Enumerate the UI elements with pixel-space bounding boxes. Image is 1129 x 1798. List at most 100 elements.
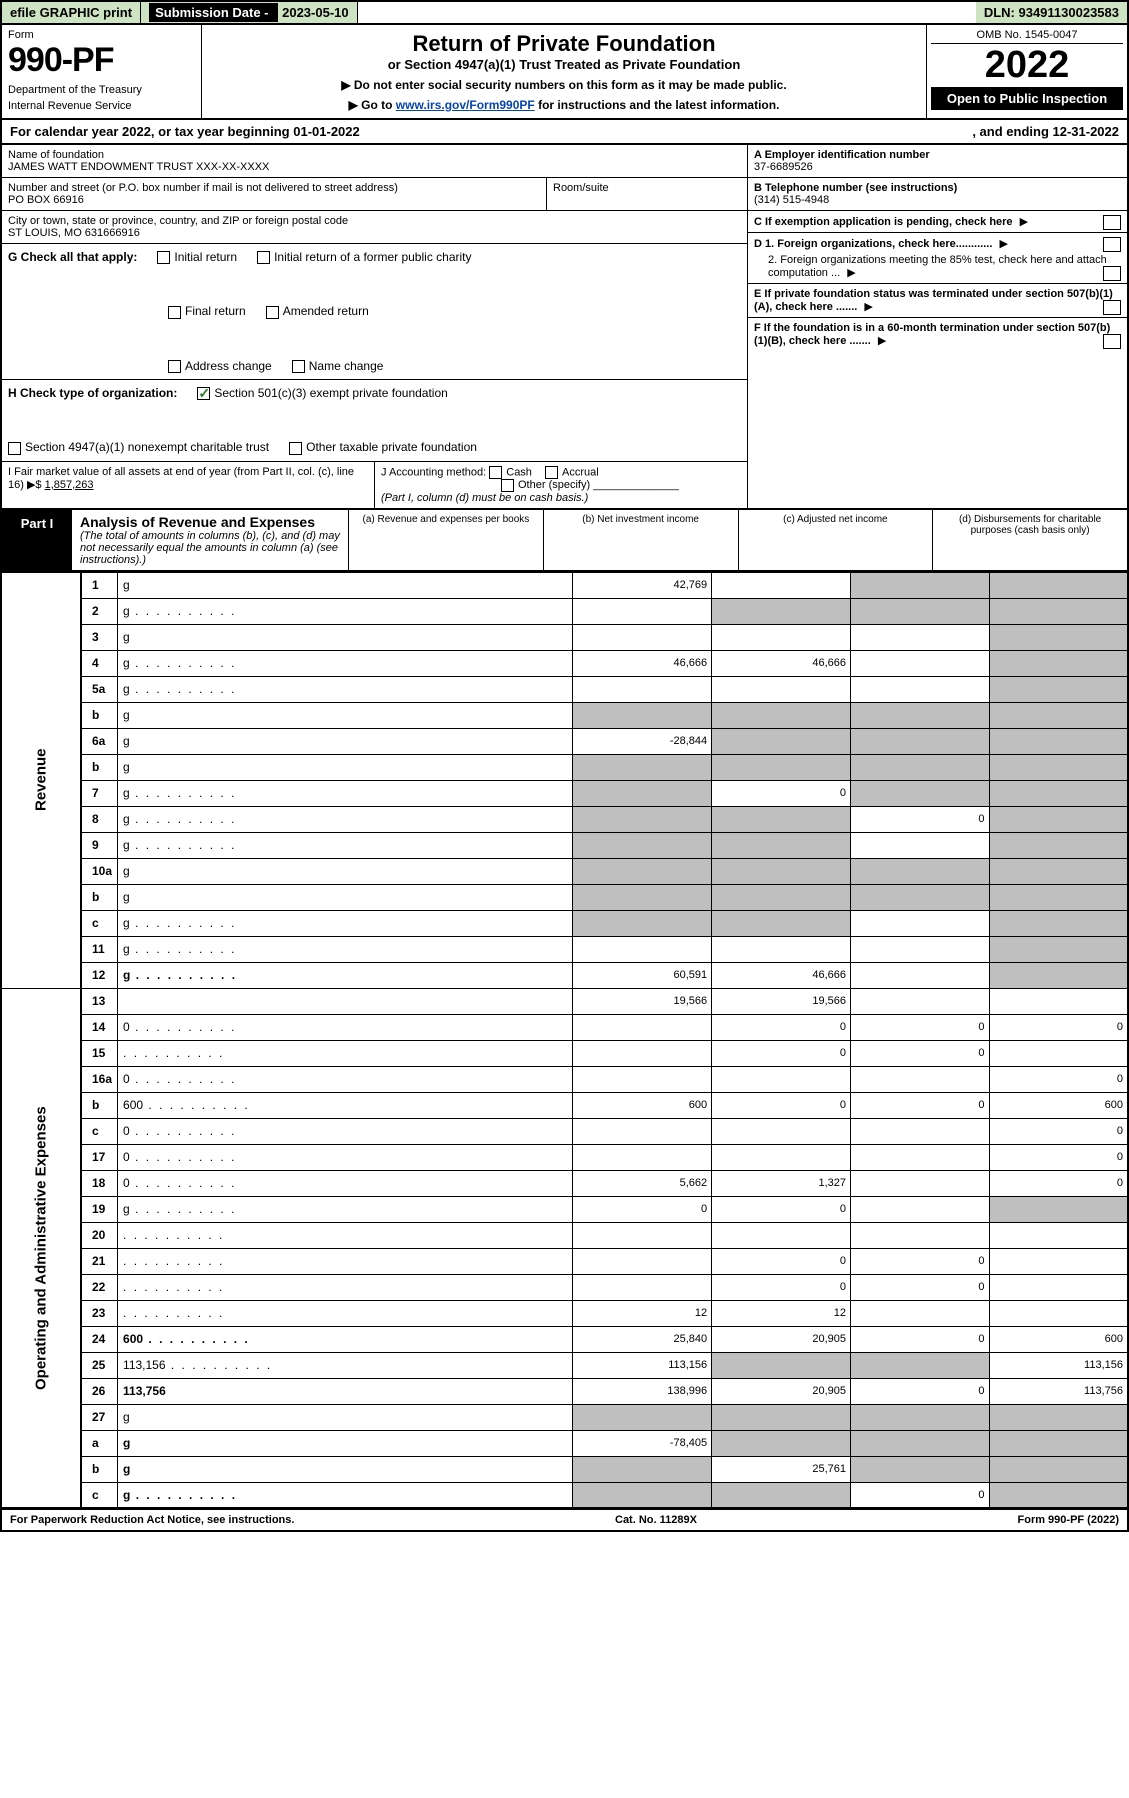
cell-col-b — [712, 832, 851, 858]
cell-col-d — [989, 910, 1128, 936]
cell-col-a — [573, 1274, 712, 1300]
room-block: Room/suite — [547, 178, 747, 210]
cell-col-c: 0 — [851, 1378, 990, 1404]
line-description: 113,756 — [118, 1378, 573, 1404]
e-checkbox[interactable] — [1103, 300, 1121, 315]
ein-block: A Employer identification number 37-6689… — [748, 145, 1127, 178]
c-checkbox[interactable] — [1103, 215, 1121, 230]
cell-col-a: 46,666 — [573, 650, 712, 676]
cell-col-c — [851, 1456, 990, 1482]
line-description: 0 — [118, 1118, 573, 1144]
line-number: 20 — [81, 1222, 118, 1248]
cell-col-b — [712, 1066, 851, 1092]
cell-col-d — [989, 858, 1128, 884]
cell-col-c — [851, 1352, 990, 1378]
line-description: g — [118, 884, 573, 910]
line-description — [118, 1222, 573, 1248]
line-description: g — [118, 962, 573, 988]
table-row: 8g0 — [1, 806, 1128, 832]
g-check-row: G Check all that apply: Initial return I… — [2, 244, 747, 380]
f-checkbox[interactable] — [1103, 334, 1121, 349]
line-description: g — [118, 572, 573, 598]
cell-col-c — [851, 728, 990, 754]
cell-col-a — [573, 1040, 712, 1066]
table-row: 20 — [1, 1222, 1128, 1248]
table-row: 2460025,84020,9050600 — [1, 1326, 1128, 1352]
form-label: Form — [8, 29, 195, 41]
table-row: Operating and Administrative Expenses131… — [1, 988, 1128, 1014]
line-description: g — [118, 1404, 573, 1430]
foundation-name-block: Name of foundation JAMES WATT ENDOWMENT … — [2, 145, 747, 178]
address-change-checkbox[interactable] — [168, 360, 181, 373]
efile-print-label[interactable]: efile GRAPHIC print — [2, 2, 141, 23]
cell-col-c — [851, 858, 990, 884]
cell-col-a — [573, 1248, 712, 1274]
d1-checkbox[interactable] — [1103, 237, 1121, 252]
line-number: 8 — [81, 806, 118, 832]
line-description: 600 — [118, 1092, 573, 1118]
amended-return-checkbox[interactable] — [266, 306, 279, 319]
cell-col-b: 0 — [712, 1248, 851, 1274]
initial-public-checkbox[interactable] — [257, 251, 270, 264]
cell-col-d — [989, 676, 1128, 702]
501c3-checkbox[interactable] — [197, 387, 210, 400]
final-return-checkbox[interactable] — [168, 306, 181, 319]
accrual-checkbox[interactable] — [545, 466, 558, 479]
cell-col-d — [989, 624, 1128, 650]
cell-col-c — [851, 1300, 990, 1326]
cell-col-a: 60,591 — [573, 962, 712, 988]
cell-col-c: 0 — [851, 1040, 990, 1066]
cell-col-c: 0 — [851, 1326, 990, 1352]
table-row: 16a00 — [1, 1066, 1128, 1092]
submission-date-label: Submission Date - — [149, 3, 278, 22]
part1-desc: Analysis of Revenue and Expenses (The to… — [72, 510, 349, 570]
table-row: 2g — [1, 598, 1128, 624]
cell-col-d — [989, 1430, 1128, 1456]
cell-col-a — [573, 598, 712, 624]
cell-col-b — [712, 1222, 851, 1248]
4947-checkbox[interactable] — [8, 442, 21, 455]
line-description: 0 — [118, 1014, 573, 1040]
cell-col-d — [989, 1274, 1128, 1300]
cell-col-d — [989, 1404, 1128, 1430]
page-footer: For Paperwork Reduction Act Notice, see … — [0, 1509, 1129, 1532]
cell-col-a: 42,769 — [573, 572, 712, 598]
top-bar: efile GRAPHIC print Submission Date - 20… — [0, 0, 1129, 25]
table-row: cg — [1, 910, 1128, 936]
other-method-checkbox[interactable] — [501, 479, 514, 492]
line-description: g — [118, 1482, 573, 1508]
line-number: 7 — [81, 780, 118, 806]
cell-col-c — [851, 702, 990, 728]
cell-col-d — [989, 1300, 1128, 1326]
cell-col-a: 0 — [573, 1196, 712, 1222]
line-number: 25 — [81, 1352, 118, 1378]
part1-table: Revenue1g42,7692g3g4g46,66646,6665agbg6a… — [0, 572, 1129, 1510]
g-label: G Check all that apply: — [8, 250, 137, 264]
cell-col-b — [712, 1404, 851, 1430]
other-taxable-checkbox[interactable] — [289, 442, 302, 455]
line-number: 10a — [81, 858, 118, 884]
form-header: Form 990-PF Department of the Treasury I… — [0, 25, 1129, 120]
cash-checkbox[interactable] — [489, 466, 502, 479]
form990pf-link[interactable]: www.irs.gov/Form990PF — [396, 98, 535, 112]
cell-col-d — [989, 1248, 1128, 1274]
info-right-column: A Employer identification number 37-6689… — [747, 145, 1127, 508]
initial-return-checkbox[interactable] — [157, 251, 170, 264]
cell-col-b — [712, 858, 851, 884]
line-description: g — [118, 624, 573, 650]
d2-checkbox[interactable] — [1103, 266, 1121, 281]
cell-col-b — [712, 572, 851, 598]
cell-col-b: 0 — [712, 1040, 851, 1066]
cell-col-c: 0 — [851, 1248, 990, 1274]
cell-col-c — [851, 910, 990, 936]
name-change-checkbox[interactable] — [292, 360, 305, 373]
cell-col-b — [712, 676, 851, 702]
cell-col-b — [712, 936, 851, 962]
table-row: 19g00 — [1, 1196, 1128, 1222]
cell-col-a — [573, 676, 712, 702]
cell-col-c: 0 — [851, 806, 990, 832]
revenue-side-label: Revenue — [1, 572, 81, 988]
cell-col-d — [989, 728, 1128, 754]
cat-number: Cat. No. 11289X — [615, 1514, 697, 1526]
table-row: 5ag — [1, 676, 1128, 702]
